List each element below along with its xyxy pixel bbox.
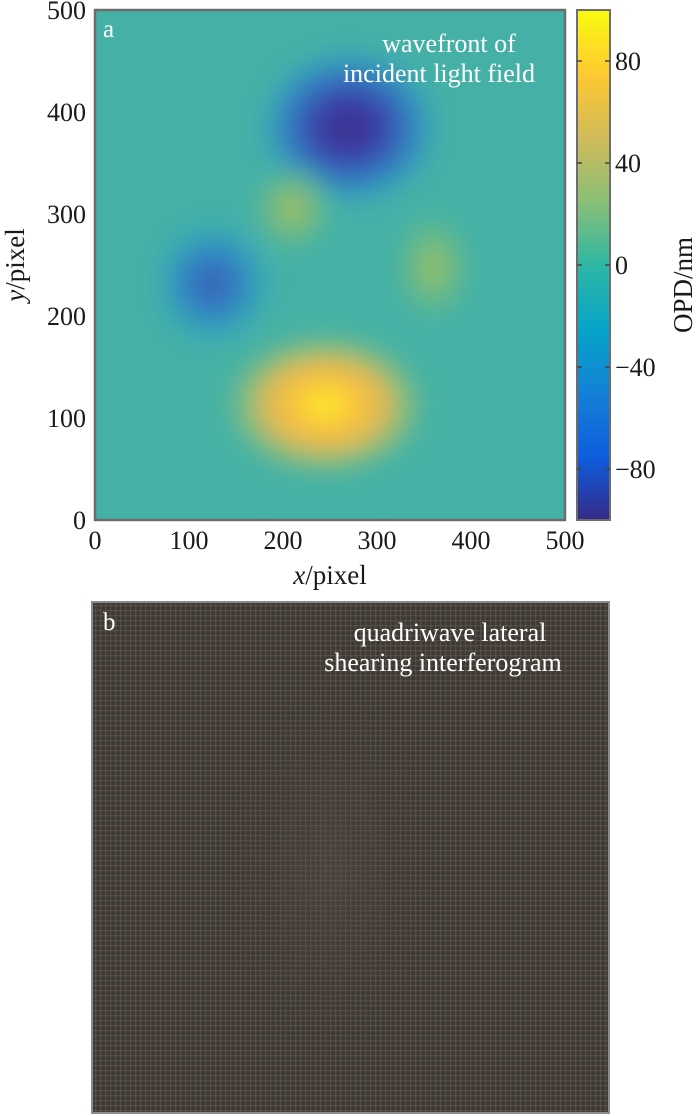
x-axis-unit: /pixel [305,560,367,590]
heatmap-feature-valley [144,211,281,356]
colorbar-tick-label: 80 [615,47,641,76]
colorbar-tick-label: 0 [615,251,628,280]
annotation-b-line2: shearing interferogram [324,648,562,677]
x-tick-labels: 0 100 200 300 400 500 [89,526,585,555]
wavefront-heatmap [95,10,565,520]
annotation-b-line1: quadriwave lateral [354,618,547,647]
x-axis-label: x/pixel [292,560,366,590]
y-tick-200: 200 [47,302,86,331]
heatmap-feature-peak [244,156,341,261]
colorbar-tick-label: −80 [615,455,656,484]
y-tick-0: 0 [73,506,86,535]
y-tick-400: 400 [47,98,86,127]
panel-label-a: a [103,16,114,43]
y-axis-variable: y [0,290,30,305]
y-axis-label: y/pixel [0,228,30,304]
x-tick-0: 0 [89,526,102,555]
y-tick-100: 100 [47,404,86,433]
x-axis-variable: x [292,560,305,590]
panel-label-b: b [103,609,116,636]
colorbar-label: OPD/nm [668,237,698,333]
colorbar-ticks: 80 40 0 −40 −80 [577,47,656,484]
colorbar-tick-label: −40 [615,353,656,382]
x-tick-400: 400 [452,526,491,555]
annotation-a-line2: incident light field [343,59,535,88]
interferogram-frame [91,601,610,1114]
annotation-a-line1: wavefront of [382,29,516,58]
interferogram-modulation [210,660,450,1080]
x-tick-300: 300 [358,526,397,555]
y-tick-labels: 0 100 200 300 400 500 [47,0,86,535]
x-tick-100: 100 [170,526,209,555]
heatmap-feature-peak [387,202,480,333]
heatmap-feature-peak [220,329,431,480]
x-tick-500: 500 [546,526,585,555]
y-tick-500: 500 [47,0,86,25]
x-tick-200: 200 [264,526,303,555]
y-tick-300: 300 [47,200,86,229]
colorbar-tick-label: 40 [615,149,641,178]
panel-a: a wavefront of incident light field 0 100… [0,0,698,590]
panel-b: b quadriwave lateral shearing interferog… [91,601,610,1114]
y-axis-unit: /pixel [0,228,30,290]
plot-frame [93,8,567,522]
